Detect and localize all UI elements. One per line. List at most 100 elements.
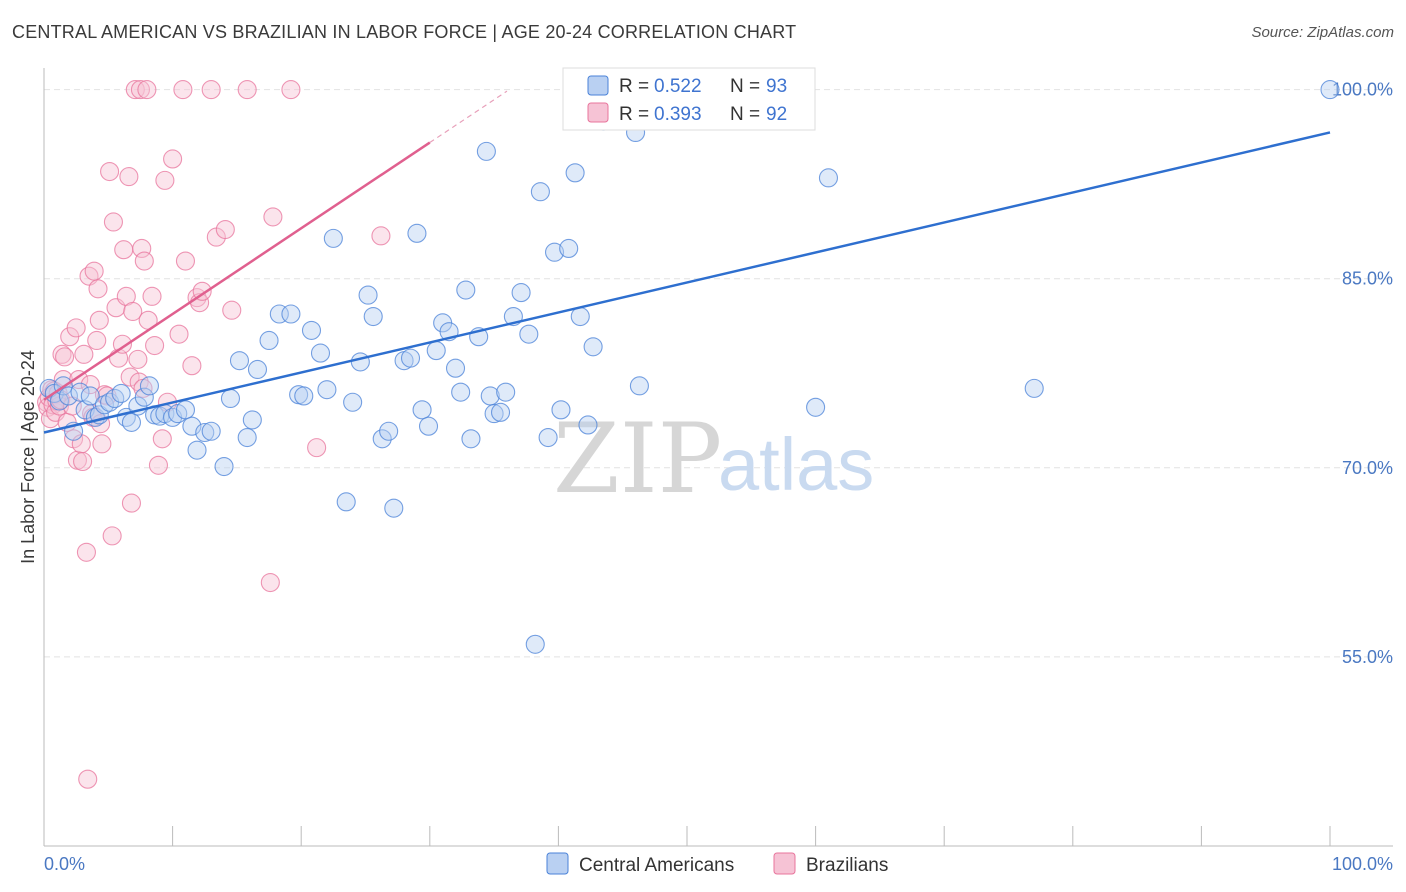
data-point (570, 306, 590, 327)
data-point (484, 404, 504, 424)
data-point (260, 572, 280, 593)
data-point (400, 348, 421, 368)
data-point (58, 386, 78, 406)
data-point (371, 226, 391, 246)
data-point (372, 429, 392, 449)
stats-legend: R = 0.522 N = 93 R = 0.393 N = 92 (562, 67, 816, 131)
data-point (350, 352, 370, 372)
data-point (145, 335, 165, 356)
data-point (175, 251, 196, 271)
data-point (281, 80, 301, 100)
watermark-atlas: atlas (718, 423, 874, 506)
data-point (121, 493, 141, 513)
legend-r-value-1: 0.522 (654, 76, 702, 97)
grid (44, 89, 1393, 658)
data-point (1024, 378, 1044, 398)
data-point (155, 170, 175, 190)
source-note: Source: ZipAtlas.com (1251, 24, 1394, 41)
data-point (310, 343, 331, 363)
data-point (130, 80, 150, 100)
data-point (222, 300, 242, 320)
data-point (175, 400, 196, 420)
data-point (84, 261, 104, 281)
data-point (237, 427, 257, 448)
data-point (123, 301, 143, 322)
data-point (100, 161, 120, 182)
data-point (134, 387, 154, 407)
data-point (343, 392, 363, 412)
trend-lines (43, 90, 1331, 434)
watermark-zip: ZIP (553, 403, 722, 515)
data-point (426, 341, 446, 361)
data-point (237, 80, 257, 100)
data-point (139, 376, 160, 396)
data-point (307, 438, 327, 458)
data-point (80, 375, 100, 395)
data-point (229, 351, 250, 371)
series-legend: Central Americans Brazilians (546, 852, 888, 876)
data-point (78, 769, 98, 789)
data-point (407, 223, 427, 243)
data-point (152, 429, 172, 449)
x-tick-label-max: 100.0% (1332, 854, 1393, 874)
data-point (173, 80, 193, 100)
y-tick-label: 100.0% (1332, 80, 1393, 100)
data-point (121, 412, 141, 432)
series-legend-label-central-americans: Central Americans (579, 855, 734, 876)
trend-line-central-americans (43, 131, 1331, 434)
data-point (220, 388, 241, 409)
data-point (132, 238, 152, 258)
y-axis-tick-labels: 55.0% 70.0% 85.0% 100.0% (1332, 80, 1393, 667)
data-point (49, 391, 69, 411)
data-point (461, 429, 481, 449)
data-point (163, 149, 183, 169)
data-point (379, 421, 399, 441)
data-point (112, 334, 132, 354)
data-point (269, 304, 289, 324)
chart-title: CENTRAL AMERICAN VS BRAZILIAN IN LABOR F… (12, 22, 797, 42)
data-point (128, 349, 148, 369)
trend-line-brazilians-extension (429, 90, 508, 144)
data-point (73, 451, 93, 472)
y-axis-label: In Labor Force | Age 20-24 (18, 350, 38, 564)
data-point (629, 376, 649, 396)
data-point (114, 240, 134, 260)
y-tick-label: 70.0% (1342, 458, 1393, 478)
data-point (120, 367, 140, 387)
data-point (201, 80, 221, 100)
data-point (384, 498, 404, 518)
y-tick-label: 55.0% (1342, 647, 1393, 667)
legend-n-value-2: 92 (766, 104, 787, 125)
data-point (137, 80, 157, 100)
legend-n-label-2: N = (730, 104, 760, 125)
data-point (148, 455, 169, 475)
data-point (456, 280, 476, 300)
data-point (358, 285, 378, 305)
series-legend-swatch-blue (546, 852, 569, 875)
data-point (530, 182, 550, 202)
data-point (323, 228, 343, 248)
brazilians-points (37, 80, 391, 789)
trend-line-brazilians (43, 141, 431, 401)
data-point (70, 382, 90, 402)
data-point (89, 310, 109, 330)
data-point (476, 141, 496, 161)
legend-r-label-2: R = (619, 104, 649, 125)
data-point (511, 283, 531, 303)
data-point (544, 242, 565, 262)
x-axis-ticks (43, 826, 1331, 846)
data-point (496, 382, 516, 402)
data-point (301, 320, 322, 340)
data-point (559, 238, 579, 258)
series-legend-swatch-pink (773, 852, 796, 875)
series-legend-label-brazilians: Brazilians (806, 855, 888, 876)
data-point (187, 440, 207, 460)
data-point (363, 306, 383, 327)
data-point (1320, 80, 1340, 100)
data-point (451, 382, 471, 402)
data-point (105, 388, 125, 409)
data-point (247, 359, 268, 380)
data-point (111, 383, 131, 403)
data-point (88, 279, 108, 299)
data-point (242, 410, 262, 430)
